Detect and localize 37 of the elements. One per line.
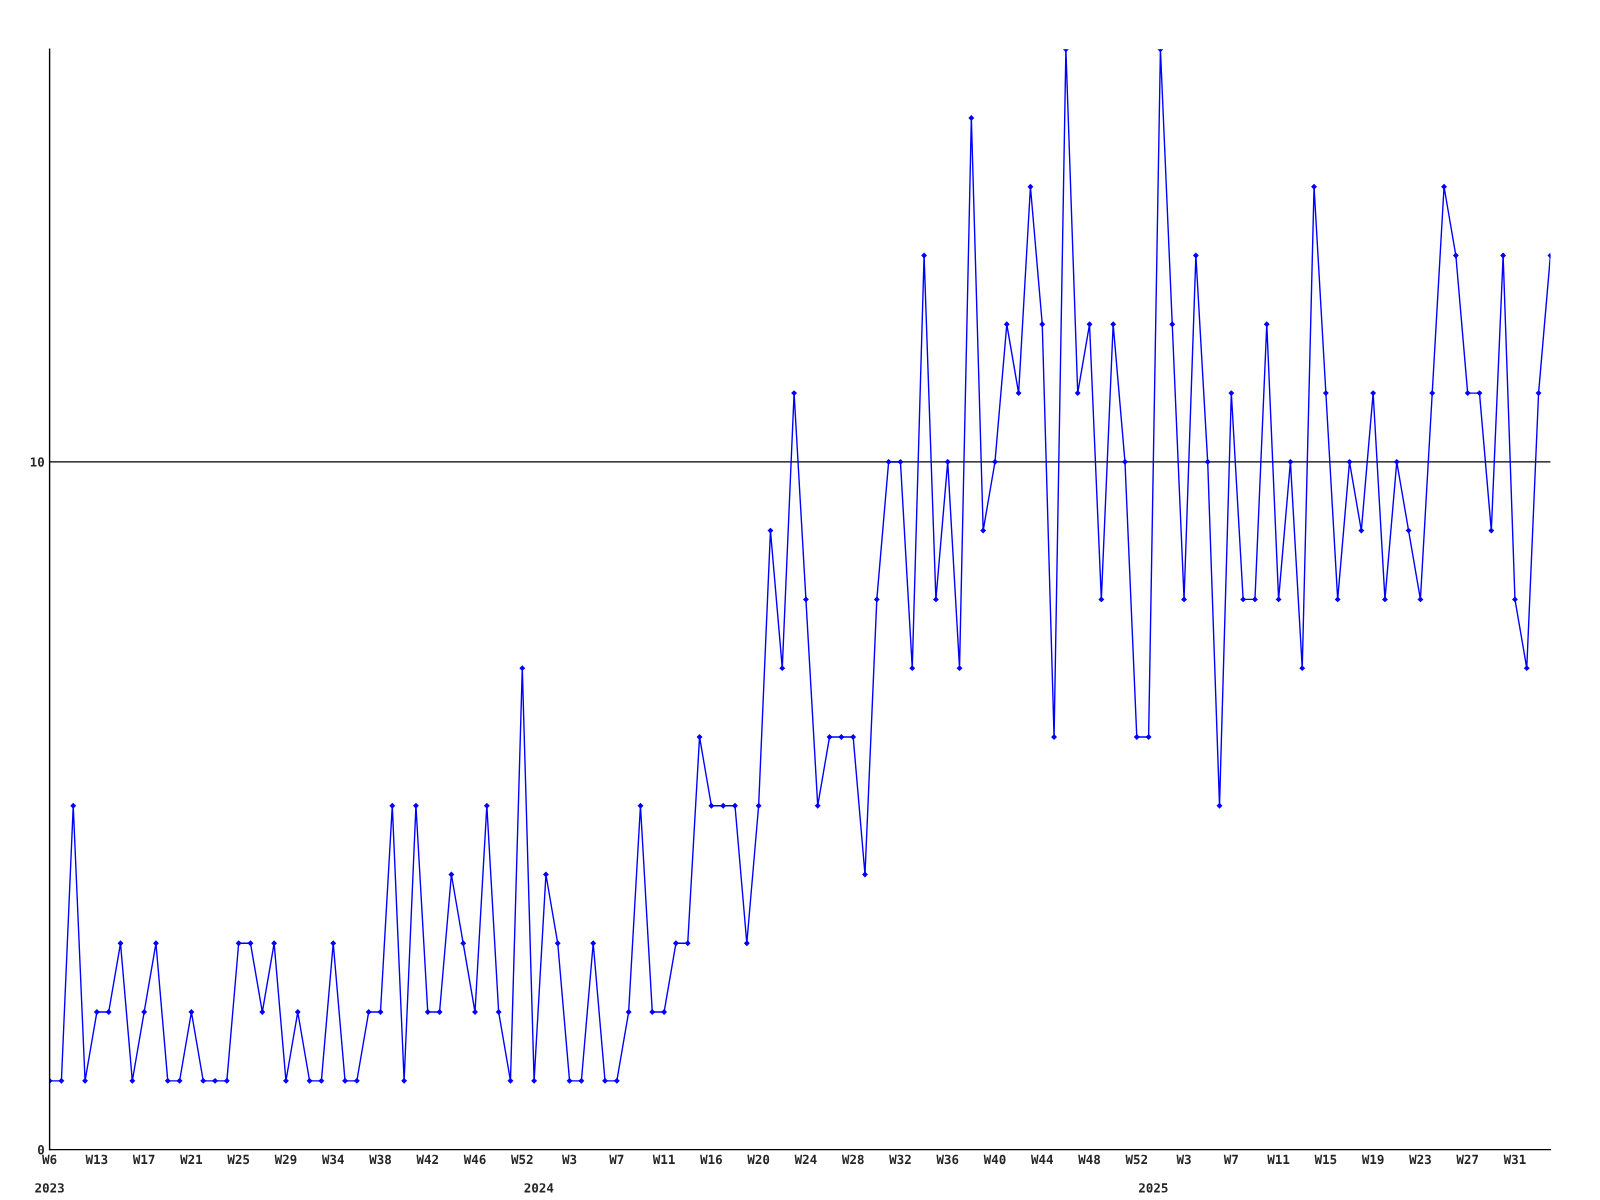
x-tick-label: W38 (369, 1154, 391, 1165)
x-tick-label: W52 (511, 1154, 533, 1165)
x-tick-label: W7 (609, 1154, 624, 1164)
x-tick-label: W17 (132, 1154, 155, 1164)
x-tick-label: W28 (841, 1154, 864, 1165)
x-tick-label: W27 (1456, 1154, 1479, 1164)
x-tick-label: W24 (794, 1154, 817, 1164)
x-tick-label: W11 (652, 1154, 675, 1164)
x-tick-label: W6 (42, 1154, 57, 1165)
x-tick-label: W42 (416, 1154, 439, 1164)
x-tick-label: W3 (562, 1154, 577, 1165)
x-tick-label: W29 (274, 1154, 297, 1165)
x-tick-label: W20 (747, 1154, 770, 1165)
x-tick-label: W31 (1503, 1154, 1526, 1165)
x-tick-label: W15 (1314, 1154, 1337, 1165)
x-tick-label: W23 (1409, 1154, 1431, 1165)
x-tick-label: W44 (1030, 1154, 1053, 1164)
text: 2025 (1138, 1183, 1168, 1193)
x-tick-label: W48 (1078, 1154, 1101, 1165)
x-tick-label: W19 (1361, 1154, 1384, 1165)
x-tick-label: W40 (983, 1154, 1006, 1165)
x-tick-label: W25 (227, 1154, 250, 1165)
x-tick-label: W7 (1223, 1154, 1238, 1164)
x-tick-label: W16 (700, 1154, 722, 1165)
x-tick-label: W32 (889, 1154, 911, 1165)
x-tick-label: W3 (1176, 1154, 1191, 1165)
text: 2023 (35, 1183, 64, 1193)
text: 2024 (524, 1183, 554, 1193)
y-tick-label: 10 (30, 457, 44, 467)
x-tick-label: W36 (936, 1154, 959, 1165)
x-tick-label: W11 (1267, 1154, 1290, 1164)
x-tick-label: W46 (463, 1154, 486, 1165)
y-tick-label: 0 (37, 1145, 44, 1155)
x-tick-label: W52 (1125, 1154, 1148, 1165)
x-tick-label: W21 (180, 1154, 203, 1164)
x-tick-label: W34 (321, 1154, 344, 1165)
x-tick-label: W13 (85, 1154, 108, 1165)
